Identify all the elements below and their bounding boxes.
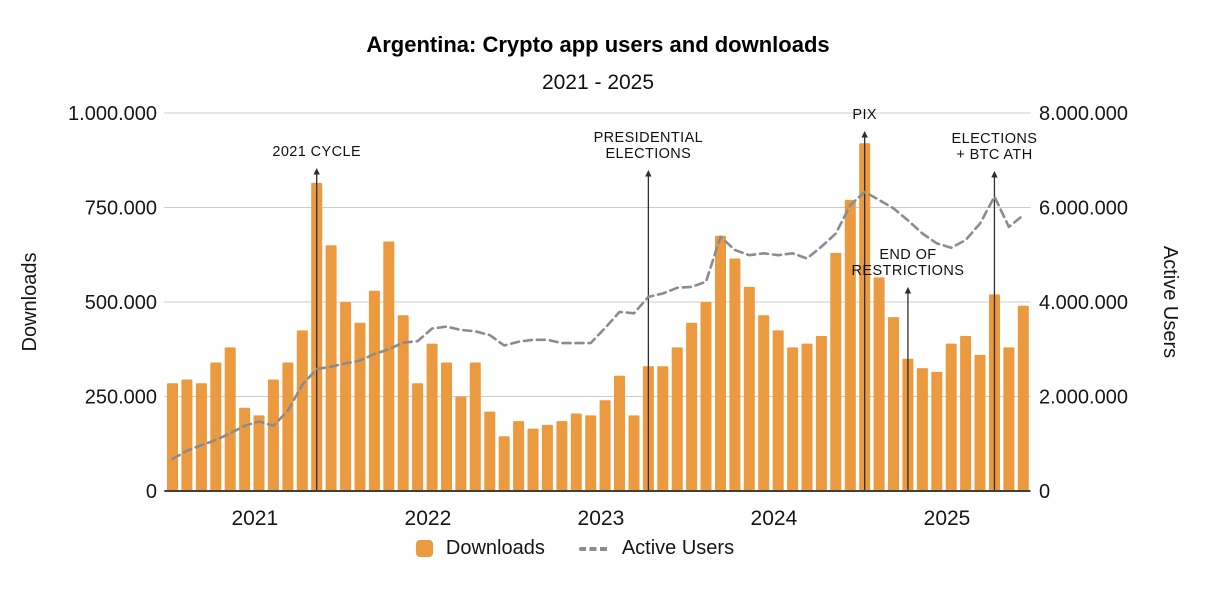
bar-2021-08 <box>354 322 366 491</box>
bar-2021-06 <box>325 245 337 491</box>
annotation-arrow-icon <box>991 171 998 178</box>
bar-2022-02 <box>441 362 452 491</box>
y-left-tick-label: 250.000 <box>85 387 157 409</box>
bar-2024-03 <box>801 343 813 491</box>
bar-2021-12 <box>412 383 424 491</box>
annotation-arrow-icon <box>645 170 652 177</box>
legend-label-active-users: Active Users <box>621 537 735 559</box>
y-right-axis-title: Active Users <box>1159 246 1181 358</box>
x-axis-year-label: 2022 <box>405 507 452 530</box>
bar-2023-09 <box>715 235 726 491</box>
bar-2022-10 <box>556 421 568 491</box>
y-left-tick-label: 500.000 <box>85 292 157 314</box>
x-axis-year-label: 2021 <box>231 507 278 530</box>
bar-2021-01 <box>253 415 265 491</box>
bar-2021-02 <box>267 379 279 491</box>
bar-2021-11 <box>397 315 409 491</box>
annotation-label: RESTRICTIONS <box>852 263 965 279</box>
bar-2025-06 <box>1017 305 1029 491</box>
bar-2023-01 <box>599 400 611 491</box>
bar-2023-06 <box>671 347 683 491</box>
bar-2024-09 <box>888 317 899 491</box>
bar-2024-11 <box>916 368 928 491</box>
bar-2020-11 <box>224 347 236 491</box>
bar-2022-01 <box>426 343 438 491</box>
annotation-label: ELECTIONS <box>605 146 691 162</box>
bar-2024-12 <box>931 371 943 491</box>
bar-2024-05 <box>830 252 842 491</box>
bar-2023-08 <box>700 302 712 491</box>
y-left-tick-label: 1.000.000 <box>68 103 157 125</box>
bar-2022-11 <box>570 413 582 491</box>
bar-2022-12 <box>585 415 597 491</box>
bar-2024-08 <box>873 277 885 491</box>
legend-item-active-users: Active Users <box>578 537 735 560</box>
annotation-label: 2021 CYCLE <box>272 144 361 160</box>
bar-2021-09 <box>368 290 380 491</box>
downloads-swatch-icon <box>415 540 433 557</box>
bar-2022-05 <box>484 411 496 491</box>
bar-2022-03 <box>455 396 467 491</box>
bar-2022-04 <box>469 362 481 491</box>
annotation-label: PIX <box>852 107 877 123</box>
bar-2024-06 <box>844 199 856 491</box>
y-left-tick-label: 750.000 <box>85 198 157 220</box>
legend-label-downloads: Downloads <box>445 537 545 559</box>
bar-2021-07 <box>340 302 352 491</box>
bar-2023-12 <box>758 315 770 491</box>
legend-item-downloads: Downloads <box>415 537 545 560</box>
chart-title: Argentina: Crypto app users and download… <box>366 32 829 57</box>
y-right-tick-label: 0 <box>1039 481 1050 503</box>
annotation-label: PRESIDENTIAL <box>594 130 704 146</box>
bar-2025-02 <box>960 336 972 491</box>
chart-subtitle: 2021 - 2025 <box>542 71 654 94</box>
y-right-tick-label: 4.000.000 <box>1039 292 1128 314</box>
bar-2024-02 <box>787 347 799 491</box>
bar-2020-09 <box>195 383 207 491</box>
annotation-label: + BTC ATH <box>956 147 1032 163</box>
y-right-tick-label: 8.000.000 <box>1039 103 1128 125</box>
bar-2023-03 <box>628 415 640 491</box>
bar-2020-07 <box>167 383 178 491</box>
bar-2022-06 <box>498 436 510 491</box>
annotation-arrow-icon <box>861 131 868 138</box>
bar-2022-08 <box>527 428 539 491</box>
x-axis-year-label: 2024 <box>751 507 798 530</box>
y-right-tick-label: 6.000.000 <box>1039 198 1128 220</box>
x-axis-year-label: 2023 <box>578 507 625 530</box>
bar-2022-07 <box>513 421 525 491</box>
bar-2021-04 <box>296 330 308 491</box>
active-users-line <box>171 190 1025 461</box>
bar-2023-05 <box>657 366 669 491</box>
y-left-axis-title: Downloads <box>19 253 41 352</box>
legend: Downloads Active Users <box>0 537 1150 560</box>
bar-2025-05 <box>1003 347 1015 491</box>
bar-2020-12 <box>239 407 251 491</box>
x-axis-year-label: 2025 <box>924 507 971 530</box>
bar-2023-11 <box>743 286 755 491</box>
active-users-dash-icon <box>578 546 609 551</box>
annotation-label: END OF <box>879 247 936 263</box>
y-right-tick-label: 2.000.000 <box>1039 387 1128 409</box>
bar-2025-01 <box>945 343 957 491</box>
bar-2020-08 <box>181 379 193 491</box>
bar-2023-07 <box>686 322 698 491</box>
bar-2024-01 <box>772 330 784 491</box>
bar-2025-03 <box>974 354 986 491</box>
y-left-tick-label: 0 <box>146 481 157 503</box>
bar-2024-04 <box>815 336 827 491</box>
annotation-label: ELECTIONS <box>952 131 1038 147</box>
bar-2023-10 <box>729 258 741 491</box>
bar-2023-02 <box>614 375 625 491</box>
annotation-arrow-icon <box>904 287 912 294</box>
annotation-arrow-icon <box>313 168 320 175</box>
bar-2020-10 <box>210 362 222 491</box>
bar-2022-09 <box>541 424 553 491</box>
bar-2021-03 <box>282 362 294 491</box>
bar-2021-10 <box>383 241 395 491</box>
